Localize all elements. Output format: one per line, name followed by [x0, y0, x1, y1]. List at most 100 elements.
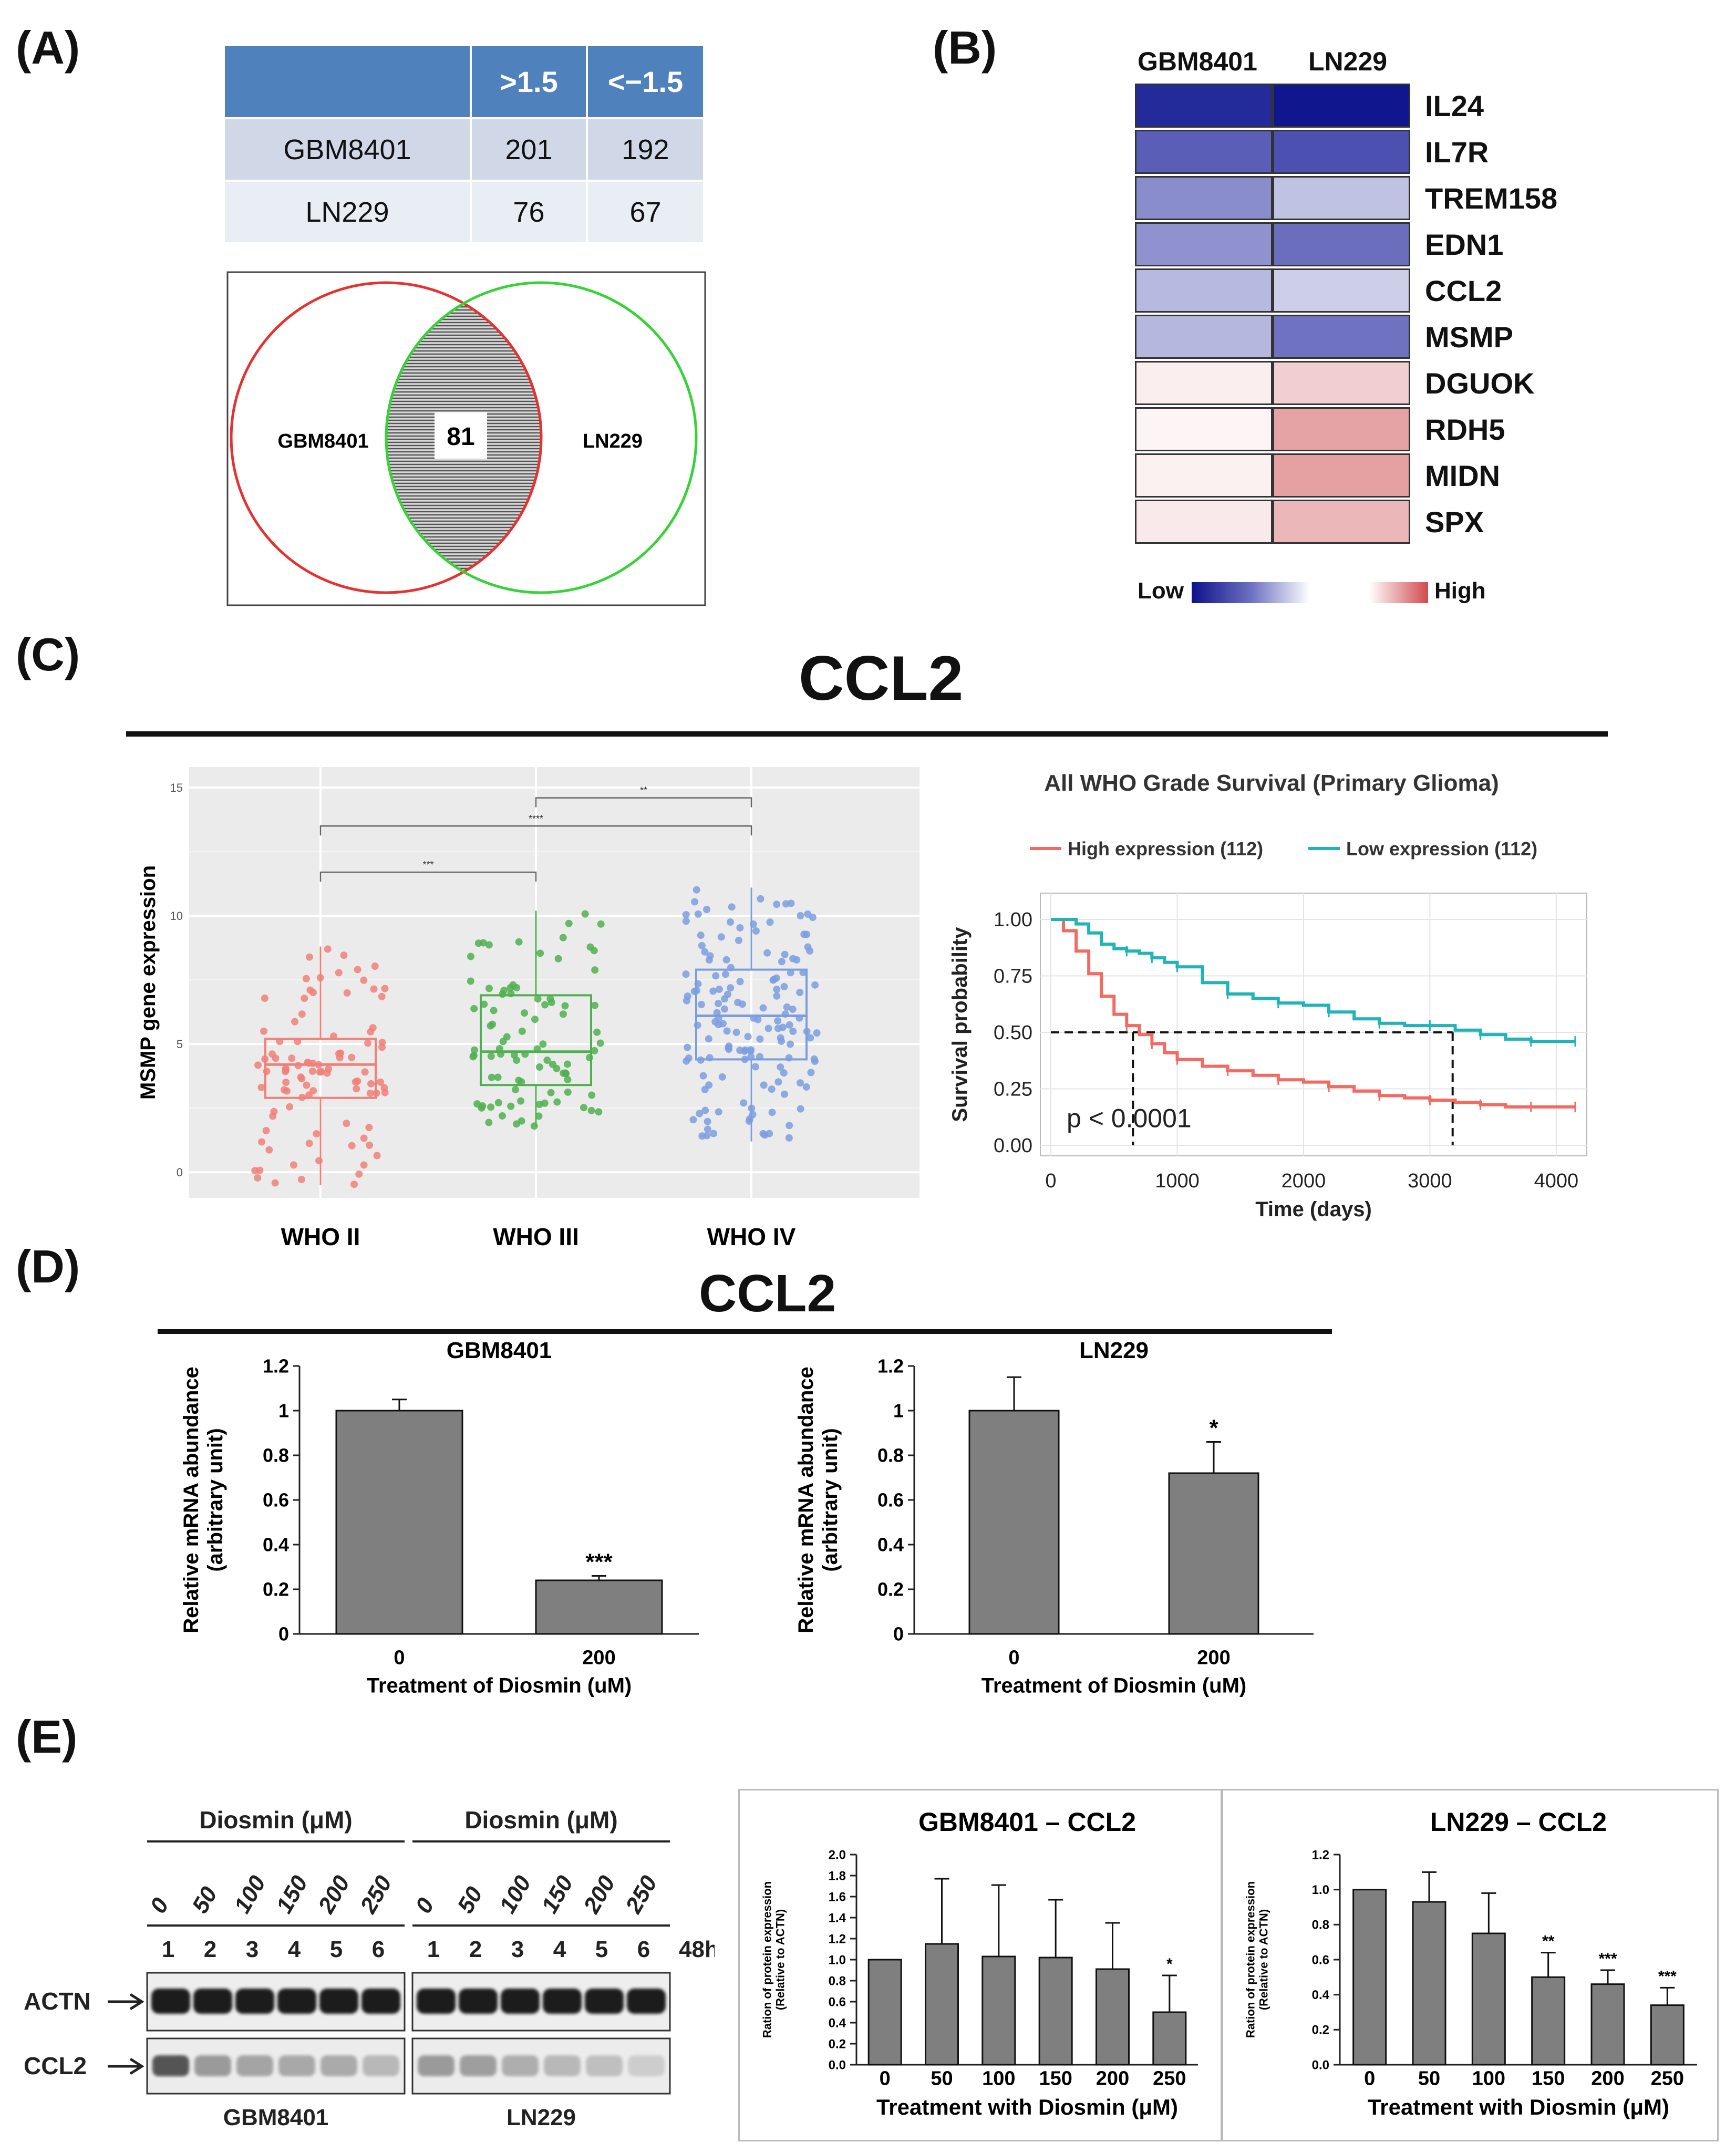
bar-ytick-label: 0 — [893, 1623, 904, 1645]
box-point — [282, 1066, 290, 1074]
wb-gbm8401-chart: GBM8401 – CCL2 0.0 0.2 0.4 0.6 0.8 1.0 1.2 1.4 1.… — [760, 1807, 1198, 2119]
box-point — [591, 966, 599, 974]
bar-ytick-label: 0.8 — [263, 1445, 289, 1466]
bar — [968, 1410, 1060, 1635]
heatmap-row: CCL2 — [1135, 268, 1557, 313]
box-point — [749, 1111, 757, 1119]
box-point — [543, 1057, 551, 1064]
legend-label-high: High expression (112) — [1068, 838, 1263, 860]
wb-lane-number: 3 — [246, 1937, 259, 1962]
wb-actn-band — [459, 1989, 498, 2014]
wb-time-label: 48hr — [679, 1937, 715, 1962]
wb-actn-band — [151, 1989, 190, 2014]
box-point — [734, 999, 742, 1007]
box-point — [710, 1130, 718, 1137]
bar-ytick-label: 2.0 — [829, 1848, 846, 1862]
wb-lane-number: 4 — [288, 1937, 301, 1962]
box-point — [766, 1130, 773, 1137]
box-point — [786, 1021, 793, 1029]
panel-label-a: (A) — [16, 22, 80, 74]
box-point — [777, 1063, 784, 1071]
significance-star: *** — [1658, 1968, 1677, 1985]
wb-lane-number: 1 — [427, 1937, 440, 1962]
bar-ytick-label: 0.6 — [263, 1489, 289, 1511]
box-point — [723, 1027, 731, 1035]
bar-ylabel-line: Relative mRNA abundance — [180, 1367, 203, 1633]
bar-ytick-label: 1.4 — [829, 1911, 846, 1925]
box-point — [698, 941, 706, 949]
bar-chart-title: LN229 — [1079, 1338, 1149, 1363]
box-point — [796, 988, 804, 996]
bar-category-label: 200 — [1096, 2067, 1129, 2089]
box-point — [704, 1117, 711, 1125]
bar-category-label: 200 — [582, 1647, 615, 1669]
section-c-title: CCL2 — [799, 643, 964, 713]
box-ylabel: MSMP gene expression — [137, 865, 160, 1100]
wb-actn-band — [417, 1989, 456, 2014]
box-point — [789, 1028, 797, 1036]
box-point — [559, 934, 567, 941]
box-point — [682, 970, 690, 978]
box-point — [683, 1057, 690, 1065]
box-point — [498, 1112, 506, 1120]
significance-label: **** — [529, 813, 543, 824]
wb-lane-number: 2 — [204, 1937, 216, 1962]
significance-star: ** — [1542, 1933, 1555, 1950]
box-point — [706, 952, 714, 960]
bar-category-label: 50 — [1418, 2067, 1440, 2089]
box-point — [747, 1047, 755, 1055]
box-point — [773, 900, 781, 908]
box-point — [786, 1122, 793, 1130]
table-cell-label: LN229 — [305, 196, 389, 228]
venn-count-box — [435, 412, 487, 459]
bar-ytick-label: 1.2 — [1312, 1848, 1329, 1862]
bar-ytick-label: 0.2 — [877, 1579, 904, 1600]
qpcr-ln229-chart: LN229 0 0.2 0.4 0.6 0.8 1 1.2 0 * 200 Treatment of … — [794, 1338, 1314, 1697]
box-point — [503, 1033, 511, 1041]
box-point — [541, 1001, 549, 1009]
wb-group-label: Diosmin (μM) — [199, 1806, 352, 1834]
box-point — [305, 1140, 313, 1147]
table-header-up: >1.5 — [469, 46, 586, 117]
bar — [867, 1959, 902, 2066]
box-point — [512, 1085, 520, 1093]
box-point — [587, 1106, 595, 1114]
box-point — [802, 1083, 810, 1091]
bar-ylabel-line: (arbitrary unit) — [819, 1428, 842, 1571]
box-point — [803, 930, 811, 938]
box-point — [343, 1120, 350, 1127]
venn-right-label: LN229 — [583, 430, 643, 452]
heatmap-cell — [1273, 500, 1410, 544]
wb-dose-label: 250 — [355, 1871, 397, 1918]
box-point — [597, 920, 605, 928]
box-ytick-label: 0 — [177, 1166, 183, 1179]
box-point — [751, 1063, 759, 1071]
box-plot-area — [189, 767, 919, 1198]
box-point — [546, 995, 554, 1002]
box-category-label: WHO IV — [707, 1223, 796, 1250]
box-point — [564, 1088, 572, 1096]
wb-actn-band — [319, 1989, 358, 2014]
box-point — [811, 1058, 819, 1065]
box-point — [757, 895, 764, 903]
box-point — [515, 938, 523, 946]
box-point — [813, 1029, 821, 1037]
venn-overlap — [386, 283, 541, 593]
box-point — [721, 970, 729, 978]
box-point — [778, 958, 786, 966]
wb-actn-band — [585, 1989, 624, 2014]
box-point — [489, 1020, 497, 1028]
box-point — [807, 1034, 814, 1042]
wb-actn-band — [277, 1989, 316, 2014]
box-point — [494, 1099, 502, 1106]
bar-ytick-label: 0.4 — [829, 2016, 846, 2030]
box-point — [718, 1073, 726, 1081]
significance-bracket — [319, 871, 537, 882]
box-point — [263, 1068, 271, 1075]
heatmap-cell — [1135, 453, 1273, 498]
box-point — [705, 1035, 712, 1043]
table-cell-label: GBM8401 — [283, 133, 411, 165]
box-point — [797, 912, 804, 919]
wb-ccl2-band — [236, 2055, 273, 2076]
bar — [1650, 2004, 1685, 2066]
